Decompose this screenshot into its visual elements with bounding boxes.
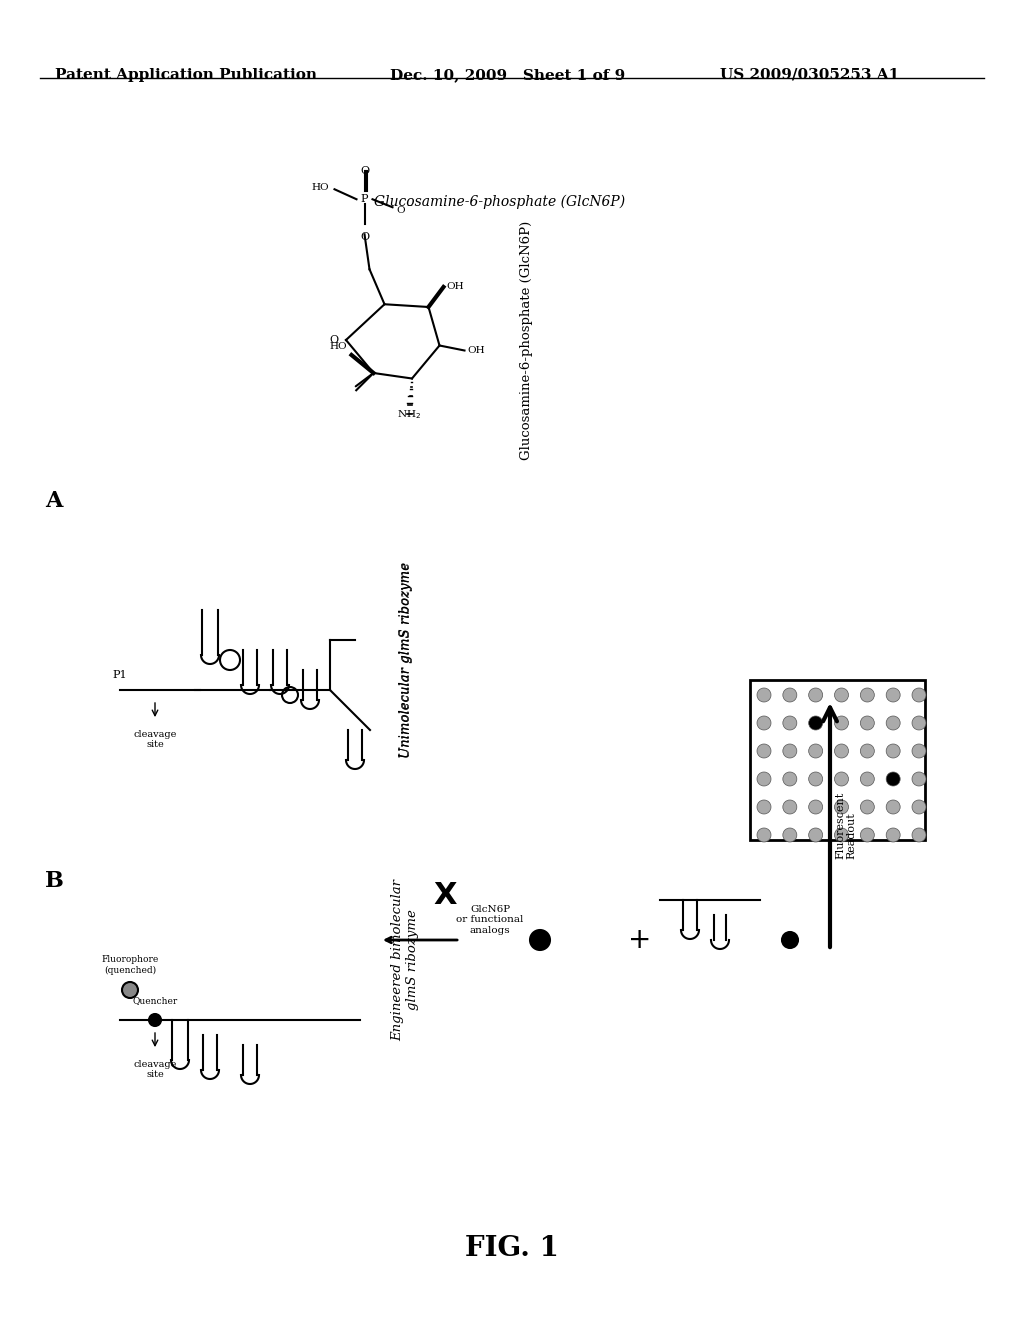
Text: X: X — [433, 880, 457, 909]
Text: HO: HO — [330, 342, 347, 351]
Text: FIG. 1: FIG. 1 — [465, 1236, 559, 1262]
Circle shape — [912, 688, 926, 702]
Circle shape — [809, 744, 822, 758]
Circle shape — [782, 772, 797, 785]
Circle shape — [912, 772, 926, 785]
Text: US 2009/0305253 A1: US 2009/0305253 A1 — [720, 69, 899, 82]
Circle shape — [912, 800, 926, 814]
Text: cleavage
site: cleavage site — [133, 1060, 177, 1080]
Circle shape — [912, 715, 926, 730]
Circle shape — [122, 982, 138, 998]
Circle shape — [886, 800, 900, 814]
Text: cleavage
site: cleavage site — [133, 730, 177, 750]
Circle shape — [757, 688, 771, 702]
Circle shape — [860, 828, 874, 842]
Text: Fluorophore
(quenched): Fluorophore (quenched) — [101, 956, 159, 975]
Circle shape — [809, 828, 822, 842]
Circle shape — [150, 1014, 161, 1026]
Text: +: + — [629, 927, 651, 954]
Text: NH$_2$: NH$_2$ — [397, 408, 421, 421]
Text: Glucosamine-6-phosphate (GlcN6P): Glucosamine-6-phosphate (GlcN6P) — [375, 195, 626, 210]
Bar — [750, 680, 925, 840]
Circle shape — [912, 744, 926, 758]
Circle shape — [912, 828, 926, 842]
Text: Glucosamine-6-phosphate (GlcN6P): Glucosamine-6-phosphate (GlcN6P) — [520, 220, 534, 459]
Circle shape — [782, 828, 797, 842]
Circle shape — [757, 715, 771, 730]
Text: O: O — [329, 335, 338, 345]
Circle shape — [782, 715, 797, 730]
Circle shape — [886, 688, 900, 702]
Circle shape — [782, 744, 797, 758]
Text: Unimolecular glmS ribozyme: Unimolecular glmS ribozyme — [400, 562, 413, 758]
Circle shape — [809, 800, 822, 814]
Text: GlcN6P
or functional
analogs: GlcN6P or functional analogs — [457, 906, 523, 935]
Text: B: B — [45, 870, 63, 892]
Circle shape — [860, 688, 874, 702]
Circle shape — [835, 772, 849, 785]
Text: A: A — [45, 490, 62, 512]
Circle shape — [835, 800, 849, 814]
Text: O$^-$: O$^-$ — [396, 203, 414, 215]
Circle shape — [809, 688, 822, 702]
Circle shape — [530, 931, 550, 950]
Text: Unimolecular glmS ribozyme: Unimolecular glmS ribozyme — [398, 562, 412, 758]
Circle shape — [835, 828, 849, 842]
Text: Fluorescent
Readout: Fluorescent Readout — [835, 792, 857, 858]
Circle shape — [757, 828, 771, 842]
Circle shape — [757, 800, 771, 814]
Text: HO: HO — [312, 182, 330, 191]
Text: O: O — [360, 166, 369, 177]
Text: P: P — [360, 194, 369, 205]
Text: Engineered bimolecular
glmS ribozyme: Engineered bimolecular glmS ribozyme — [391, 879, 419, 1041]
Circle shape — [782, 932, 798, 948]
Circle shape — [835, 744, 849, 758]
Circle shape — [860, 800, 874, 814]
Circle shape — [886, 715, 900, 730]
Circle shape — [886, 744, 900, 758]
Text: P1: P1 — [113, 671, 127, 680]
Circle shape — [860, 715, 874, 730]
Text: OH: OH — [468, 346, 485, 355]
Circle shape — [782, 800, 797, 814]
Circle shape — [860, 744, 874, 758]
Circle shape — [860, 772, 874, 785]
Text: Dec. 10, 2009   Sheet 1 of 9: Dec. 10, 2009 Sheet 1 of 9 — [390, 69, 626, 82]
Circle shape — [809, 715, 822, 730]
Text: Quencher: Quencher — [132, 997, 177, 1005]
Circle shape — [835, 688, 849, 702]
Circle shape — [757, 744, 771, 758]
Circle shape — [886, 772, 900, 785]
Circle shape — [835, 715, 849, 730]
Circle shape — [757, 772, 771, 785]
Circle shape — [886, 828, 900, 842]
Text: OH: OH — [446, 282, 464, 290]
Circle shape — [809, 772, 822, 785]
Circle shape — [782, 688, 797, 702]
Text: O: O — [360, 232, 369, 243]
Text: Patent Application Publication: Patent Application Publication — [55, 69, 317, 82]
